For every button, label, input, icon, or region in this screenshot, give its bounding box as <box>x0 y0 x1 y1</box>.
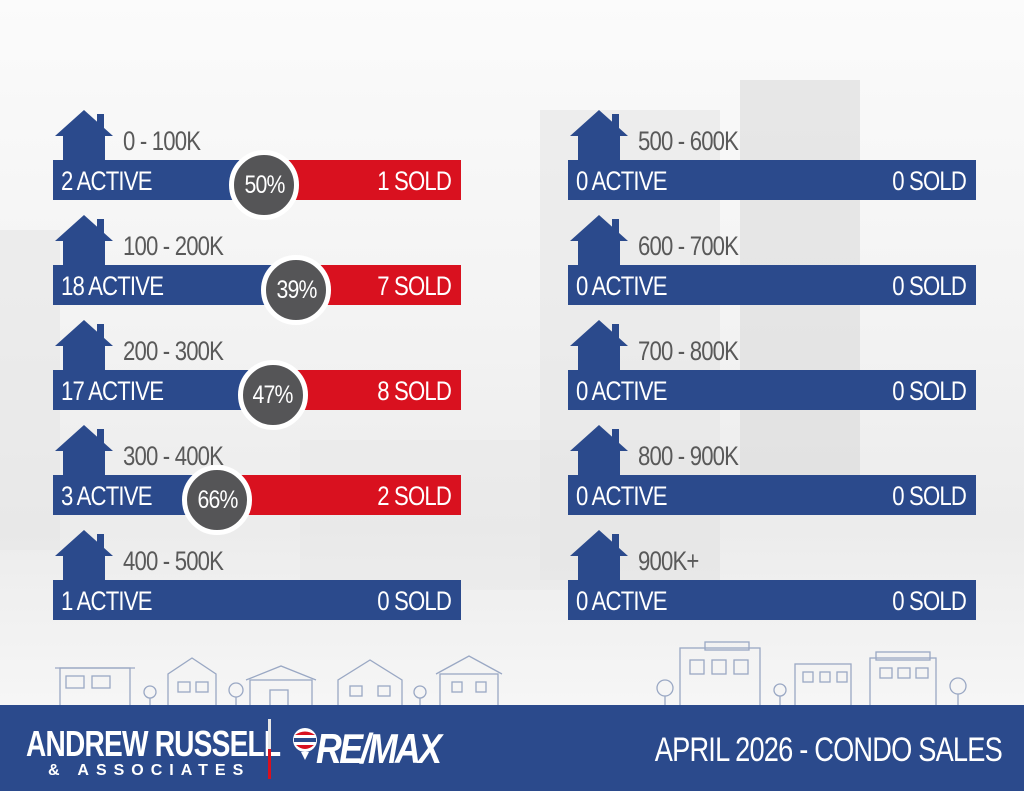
price-range-label: 200 - 300K <box>123 336 224 366</box>
active-count: 0 ACTIVE <box>576 271 667 301</box>
price-row: 500 - 600K 0 ACTIVE 0 SOLD <box>568 108 976 208</box>
house-icon <box>568 318 630 379</box>
house-icon <box>53 318 115 379</box>
remax-logo: RE/MAX <box>316 725 442 772</box>
listing-bar: 3 ACTIVE 2 SOLD 66% <box>53 465 461 535</box>
sold-count: 0 SOLD <box>892 166 967 196</box>
sold-count: 1 SOLD <box>377 166 452 196</box>
active-count: 0 ACTIVE <box>576 376 667 406</box>
house-icon <box>53 423 115 484</box>
price-row: 400 - 500K 1 ACTIVE 0 SOLD <box>53 528 461 628</box>
sold-percent-badge: 66% <box>182 465 253 535</box>
listing-bar: 18 ACTIVE 7 SOLD 39% <box>53 255 461 325</box>
sold-percent-badge: 47% <box>237 360 308 430</box>
active-count: 2 ACTIVE <box>61 166 152 196</box>
listing-bar: 0 ACTIVE 0 SOLD <box>568 580 976 620</box>
price-row: 700 - 800K 0 ACTIVE 0 SOLD <box>568 318 976 418</box>
price-range-label: 100 - 200K <box>123 231 224 261</box>
sold-count: 0 SOLD <box>892 271 967 301</box>
price-range-label: 700 - 800K <box>638 336 739 366</box>
sold-percent-badge: 50% <box>229 150 300 220</box>
listing-bar: 0 ACTIVE 0 SOLD <box>568 370 976 410</box>
listing-bar: 0 ACTIVE 0 SOLD <box>568 475 976 515</box>
brand-subtitle: & ASSOCIATES <box>48 762 251 779</box>
brand-name: ANDREW RUSSELL <box>26 723 281 764</box>
sold-count: 7 SOLD <box>377 271 452 301</box>
price-range-label: 0 - 100K <box>123 126 201 156</box>
price-range-label: 600 - 700K <box>638 231 739 261</box>
price-row: 800 - 900K 0 ACTIVE 0 SOLD <box>568 423 976 523</box>
house-icon <box>53 528 115 589</box>
house-icon <box>568 528 630 589</box>
sold-percent-badge: 39% <box>261 255 332 325</box>
listing-bar: 2 ACTIVE 1 SOLD 50% <box>53 150 461 220</box>
active-count: 17 ACTIVE <box>61 376 164 406</box>
price-row: 200 - 300K 17 ACTIVE 8 SOLD 47% <box>53 318 461 430</box>
sold-count: 2 SOLD <box>377 481 452 511</box>
balloon-icon <box>293 728 317 760</box>
sold-count: 0 SOLD <box>892 586 967 616</box>
listing-bar: 17 ACTIVE 8 SOLD 47% <box>53 360 461 430</box>
house-icon <box>53 108 115 169</box>
price-range-label: 400 - 500K <box>123 546 224 576</box>
sold-percent-value: 39% <box>276 276 317 304</box>
house-icon <box>568 423 630 484</box>
price-row: 600 - 700K 0 ACTIVE 0 SOLD <box>568 213 976 313</box>
listing-bar: 1 ACTIVE 0 SOLD <box>53 580 461 620</box>
active-count: 1 ACTIVE <box>61 586 152 616</box>
active-count: 3 ACTIVE <box>61 481 152 511</box>
price-range-label: 900K+ <box>638 546 699 576</box>
report-title: APRIL 2026 - CONDO SALES <box>654 731 1003 769</box>
listing-bar: 0 ACTIVE 0 SOLD <box>568 160 976 200</box>
sold-count: 0 SOLD <box>377 586 452 616</box>
active-count: 0 ACTIVE <box>576 481 667 511</box>
active-count: 18 ACTIVE <box>61 271 164 301</box>
price-row: 900K+ 0 ACTIVE 0 SOLD <box>568 528 976 628</box>
brand-divider <box>268 719 271 779</box>
city-skyline-illustration <box>20 641 1004 707</box>
footer-bar: ANDREW RUSSELL & ASSOCIATES RE/MAX APRIL… <box>0 705 1024 791</box>
sold-count: 8 SOLD <box>377 376 452 406</box>
sold-percent-value: 66% <box>197 486 238 514</box>
price-row: 100 - 200K 18 ACTIVE 7 SOLD 39% <box>53 213 461 325</box>
sold-percent-value: 50% <box>244 171 285 199</box>
price-range-label: 800 - 900K <box>638 441 739 471</box>
price-row: 300 - 400K 3 ACTIVE 2 SOLD 66% <box>53 423 461 535</box>
price-row: 0 - 100K 2 ACTIVE 1 SOLD 50% <box>53 108 461 220</box>
house-icon <box>568 108 630 169</box>
active-count: 0 ACTIVE <box>576 586 667 616</box>
house-icon <box>568 213 630 274</box>
sold-count: 0 SOLD <box>892 481 967 511</box>
house-icon <box>53 213 115 274</box>
sold-percent-value: 47% <box>252 381 294 409</box>
sold-bar-segment <box>217 475 461 515</box>
price-range-label: 500 - 600K <box>638 126 739 156</box>
sold-count: 0 SOLD <box>892 376 967 406</box>
active-count: 0 ACTIVE <box>576 166 667 196</box>
listing-bar: 0 ACTIVE 0 SOLD <box>568 265 976 305</box>
